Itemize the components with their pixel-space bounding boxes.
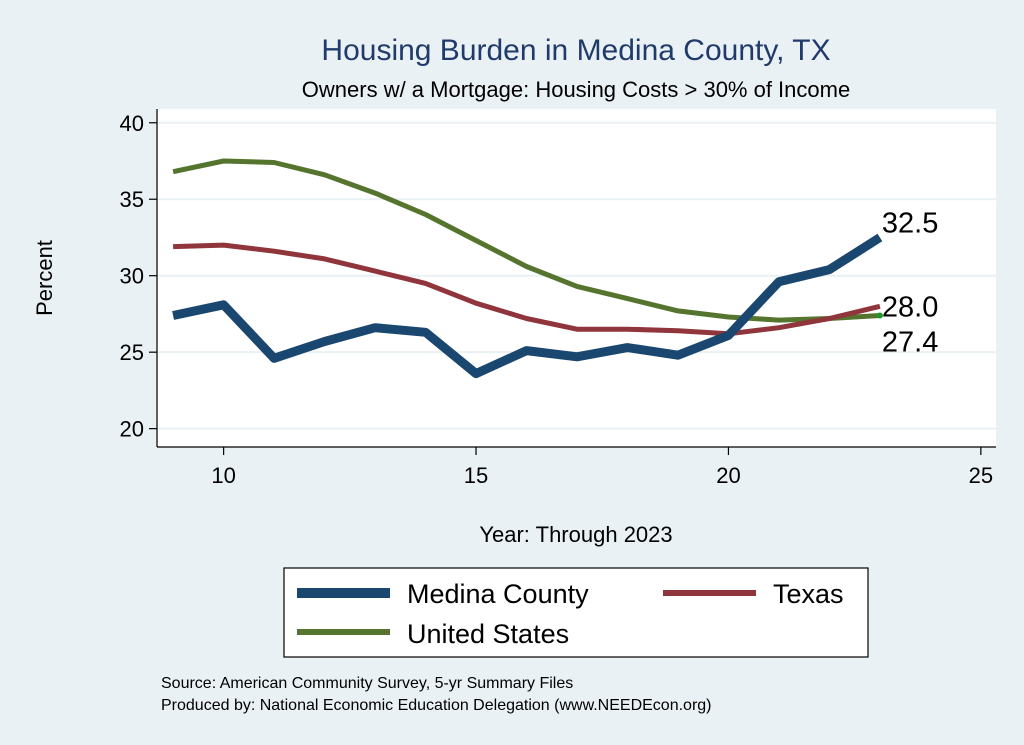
y-axis-title: Percent bbox=[32, 240, 57, 316]
y-tick-label-35: 35 bbox=[120, 187, 144, 212]
source-note: Source: American Community Survey, 5-yr … bbox=[161, 675, 573, 692]
y-tick-label-30: 30 bbox=[120, 264, 144, 289]
series-line-medina-county bbox=[172, 233, 883, 379]
end-label-texas: 28.0 bbox=[882, 291, 938, 323]
series-lines bbox=[172, 158, 883, 379]
x-axis-title: Year: Through 2023 bbox=[479, 522, 672, 547]
chart-title: Housing Burden in Medina County, TX bbox=[321, 34, 830, 67]
chart-subtitle: Owners w/ a Mortgage: Housing Costs > 30… bbox=[302, 77, 850, 102]
end-label-united-states: 27.4 bbox=[882, 326, 938, 358]
series-line-united-states bbox=[172, 158, 881, 323]
y-tick-label-25: 25 bbox=[120, 340, 144, 365]
y-tick-label-40: 40 bbox=[120, 111, 144, 136]
series-line-texas bbox=[173, 242, 881, 337]
y-tick-label-20: 20 bbox=[120, 417, 144, 442]
series-end-marker-united-states bbox=[876, 312, 883, 319]
end-label-medina-county: 32.5 bbox=[882, 207, 938, 239]
x-axis-ticks: 10 15 20 25 bbox=[211, 447, 993, 488]
produced-by-note: Produced by: National Economic Education… bbox=[161, 697, 712, 714]
legend-label-texas: Texas bbox=[773, 579, 844, 609]
legend-label-medina-county: Medina County bbox=[407, 579, 589, 609]
x-tick-label-25: 25 bbox=[969, 463, 993, 488]
x-tick-label-20: 20 bbox=[716, 463, 740, 488]
series-end-labels: 32.5 28.027.4 bbox=[882, 207, 938, 358]
x-tick-label-15: 15 bbox=[464, 463, 488, 488]
legend-box bbox=[283, 567, 869, 658]
plot-area bbox=[158, 109, 996, 447]
x-tick-label-10: 10 bbox=[211, 463, 235, 488]
y-axis-ticks: 20 25 30 35 40 bbox=[120, 111, 157, 442]
legend-label-united-states: United States bbox=[407, 619, 569, 649]
legend: Medina County Texas United States bbox=[283, 567, 869, 658]
